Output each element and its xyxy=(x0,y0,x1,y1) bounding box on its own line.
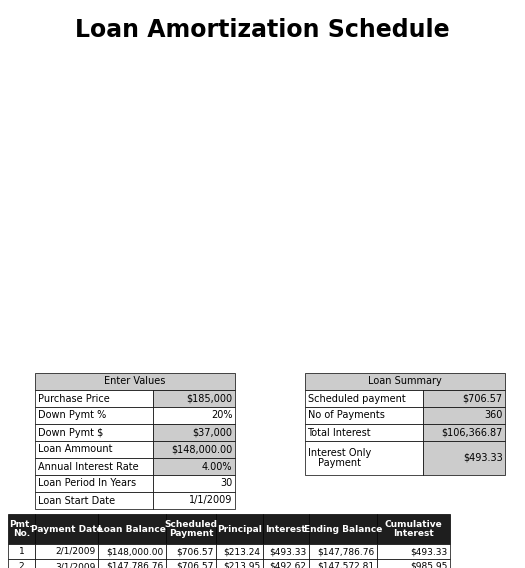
Text: $148,000.00: $148,000.00 xyxy=(106,547,163,556)
Text: $147,572.81: $147,572.81 xyxy=(318,562,374,568)
Text: $185,000: $185,000 xyxy=(186,394,233,403)
Bar xyxy=(153,390,235,407)
Bar xyxy=(98,559,166,568)
Text: Total Interest: Total Interest xyxy=(308,428,371,437)
Bar xyxy=(166,514,216,544)
Bar xyxy=(35,458,153,475)
Bar xyxy=(377,544,450,559)
Text: $706.57: $706.57 xyxy=(176,547,214,556)
Text: $492.62: $492.62 xyxy=(269,562,307,568)
Text: Enter Values: Enter Values xyxy=(104,377,166,386)
Bar xyxy=(35,544,98,559)
Bar xyxy=(98,544,166,559)
Bar xyxy=(35,424,153,441)
Text: Payment Date: Payment Date xyxy=(30,524,102,533)
Text: Loan Summary: Loan Summary xyxy=(368,377,442,386)
Bar xyxy=(153,441,235,458)
Bar xyxy=(216,544,263,559)
Bar xyxy=(35,373,235,390)
Text: 1: 1 xyxy=(18,547,24,556)
Bar xyxy=(305,441,423,475)
Bar xyxy=(309,514,377,544)
Text: $493.33: $493.33 xyxy=(463,453,502,463)
Bar xyxy=(35,407,153,424)
Text: $213.24: $213.24 xyxy=(224,547,260,556)
Text: $493.33: $493.33 xyxy=(269,547,307,556)
Bar xyxy=(377,514,450,544)
Text: Interest: Interest xyxy=(266,524,307,533)
Bar xyxy=(423,424,505,441)
Text: Principal: Principal xyxy=(217,524,262,533)
Bar xyxy=(153,492,235,509)
Text: $106,366.87: $106,366.87 xyxy=(441,428,502,437)
Bar xyxy=(309,544,377,559)
Bar xyxy=(423,441,505,475)
Bar xyxy=(309,559,377,568)
Text: Cumulative
Interest: Cumulative Interest xyxy=(385,520,443,538)
Text: Scheduled
Payment: Scheduled Payment xyxy=(164,520,217,538)
Bar xyxy=(377,559,450,568)
Bar xyxy=(166,559,216,568)
Text: Pmt.
No.: Pmt. No. xyxy=(9,520,34,538)
Text: $213.95: $213.95 xyxy=(223,562,260,568)
Bar xyxy=(35,441,153,458)
Bar xyxy=(153,424,235,441)
Bar xyxy=(35,390,153,407)
Text: 4.00%: 4.00% xyxy=(202,461,233,471)
Bar xyxy=(166,544,216,559)
Text: Interest Only
Payment: Interest Only Payment xyxy=(308,448,371,469)
Bar xyxy=(35,492,153,509)
Bar xyxy=(423,390,505,407)
Text: 20%: 20% xyxy=(211,411,233,420)
Text: Loan Period In Years: Loan Period In Years xyxy=(37,478,135,488)
Bar xyxy=(153,475,235,492)
Text: 30: 30 xyxy=(220,478,233,488)
Bar xyxy=(305,373,505,390)
Text: $706.57: $706.57 xyxy=(463,394,502,403)
Text: $985.95: $985.95 xyxy=(410,562,447,568)
Bar xyxy=(263,514,309,544)
Bar xyxy=(305,407,423,424)
Bar xyxy=(216,514,263,544)
Text: Loan Ammount: Loan Ammount xyxy=(37,445,112,454)
Text: 1/1/2009: 1/1/2009 xyxy=(189,495,233,506)
Bar xyxy=(153,407,235,424)
Text: Down Pymt %: Down Pymt % xyxy=(37,411,106,420)
Text: Purchase Price: Purchase Price xyxy=(37,394,109,403)
Bar xyxy=(98,514,166,544)
Text: Scheduled payment: Scheduled payment xyxy=(308,394,405,403)
Bar xyxy=(305,424,423,441)
Bar xyxy=(35,514,98,544)
Text: 2/1/2009: 2/1/2009 xyxy=(55,547,96,556)
Text: $493.33: $493.33 xyxy=(410,547,447,556)
Text: Annual Interest Rate: Annual Interest Rate xyxy=(37,461,138,471)
Text: Down Pymt $: Down Pymt $ xyxy=(37,428,103,437)
Bar xyxy=(423,407,505,424)
Text: No of Payments: No of Payments xyxy=(308,411,384,420)
Text: Loan Amortization Schedule: Loan Amortization Schedule xyxy=(75,18,450,42)
Bar xyxy=(263,559,309,568)
Text: Ending Balance: Ending Balance xyxy=(304,524,382,533)
Text: $147,786.76: $147,786.76 xyxy=(317,547,374,556)
Text: $37,000: $37,000 xyxy=(193,428,233,437)
Bar xyxy=(35,559,98,568)
Bar xyxy=(35,475,153,492)
Text: $706.57: $706.57 xyxy=(176,562,214,568)
Bar xyxy=(8,514,35,544)
Text: Loan Balance: Loan Balance xyxy=(98,524,166,533)
Text: Loan Start Date: Loan Start Date xyxy=(37,495,114,506)
Bar xyxy=(153,458,235,475)
Text: 2: 2 xyxy=(19,562,24,568)
Text: 3/1/2009: 3/1/2009 xyxy=(55,562,96,568)
Text: $147,786.76: $147,786.76 xyxy=(106,562,163,568)
Bar xyxy=(216,559,263,568)
Bar xyxy=(8,559,35,568)
Bar xyxy=(305,390,423,407)
Bar xyxy=(8,544,35,559)
Text: $148,000.00: $148,000.00 xyxy=(171,445,233,454)
Text: 360: 360 xyxy=(484,411,502,420)
Bar xyxy=(263,544,309,559)
